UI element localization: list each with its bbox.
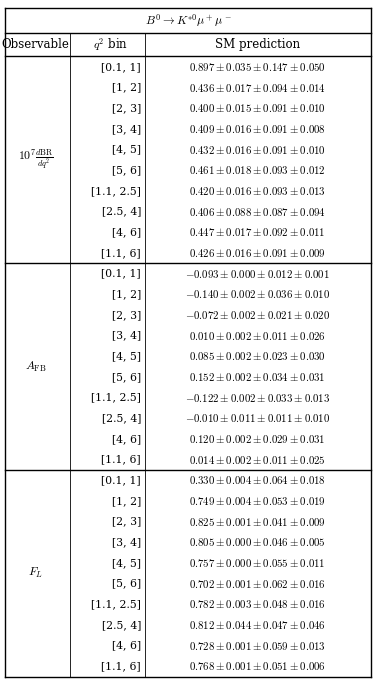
Text: $0.757 \pm 0.000 \pm 0.055 \pm 0.011$: $0.757 \pm 0.000 \pm 0.055 \pm 0.011$	[190, 557, 326, 569]
Text: [4, 5]: [4, 5]	[112, 351, 141, 361]
Text: [4, 5]: [4, 5]	[112, 145, 141, 154]
Text: $0.010 \pm 0.002 \pm 0.011 \pm 0.026$: $0.010 \pm 0.002 \pm 0.011 \pm 0.026$	[189, 329, 326, 342]
Text: [4, 6]: [4, 6]	[112, 641, 141, 650]
Text: $0.014 \pm 0.002 \pm 0.011 \pm 0.025$: $0.014 \pm 0.002 \pm 0.011 \pm 0.025$	[189, 453, 326, 466]
Text: [2.5, 4]: [2.5, 4]	[102, 413, 141, 423]
Text: $0.426 \pm 0.016 \pm 0.091 \pm 0.009$: $0.426 \pm 0.016 \pm 0.091 \pm 0.009$	[189, 247, 326, 259]
Text: [0.1, 1]: [0.1, 1]	[102, 62, 141, 72]
Text: [4, 6]: [4, 6]	[112, 434, 141, 444]
Text: $0.432 \pm 0.016 \pm 0.091 \pm 0.010$: $0.432 \pm 0.016 \pm 0.091 \pm 0.010$	[189, 143, 326, 156]
Text: $0.152 \pm 0.002 \pm 0.034 \pm 0.031$: $0.152 \pm 0.002 \pm 0.034 \pm 0.031$	[190, 371, 326, 383]
Text: $q^2$ bin: $q^2$ bin	[93, 37, 129, 53]
Text: $-0.140 \pm 0.002 \pm 0.036 \pm 0.010$: $-0.140 \pm 0.002 \pm 0.036 \pm 0.010$	[185, 288, 330, 300]
Text: $0.812 \pm 0.044 \pm 0.047 \pm 0.046$: $0.812 \pm 0.044 \pm 0.047 \pm 0.046$	[189, 619, 326, 631]
Text: [1.1, 2.5]: [1.1, 2.5]	[91, 599, 141, 609]
Text: $A_{\mathrm{FB}}$: $A_{\mathrm{FB}}$	[25, 360, 47, 373]
Text: $0.825 \pm 0.001 \pm 0.041 \pm 0.009$: $0.825 \pm 0.001 \pm 0.041 \pm 0.009$	[189, 515, 326, 528]
Text: $-0.122 \pm 0.002 \pm 0.033 \pm 0.013$: $-0.122 \pm 0.002 \pm 0.033 \pm 0.013$	[185, 391, 330, 404]
Text: $0.728 \pm 0.001 \pm 0.059 \pm 0.013$: $0.728 \pm 0.001 \pm 0.059 \pm 0.013$	[189, 639, 326, 652]
Text: $0.782 \pm 0.003 \pm 0.048 \pm 0.016$: $0.782 \pm 0.003 \pm 0.048 \pm 0.016$	[189, 598, 326, 610]
Text: $0.409 \pm 0.016 \pm 0.091 \pm 0.008$: $0.409 \pm 0.016 \pm 0.091 \pm 0.008$	[189, 123, 326, 135]
Text: [1, 2]: [1, 2]	[112, 496, 141, 506]
Text: [5, 6]: [5, 6]	[112, 165, 141, 175]
Text: [0.1, 1]: [0.1, 1]	[102, 269, 141, 278]
Text: $0.406 \pm 0.088 \pm 0.087 \pm 0.094$: $0.406 \pm 0.088 \pm 0.087 \pm 0.094$	[189, 205, 326, 218]
Text: [2.5, 4]: [2.5, 4]	[102, 620, 141, 630]
Text: [1.1, 6]: [1.1, 6]	[102, 455, 141, 464]
Text: [1.1, 6]: [1.1, 6]	[102, 661, 141, 671]
Text: $0.420 \pm 0.016 \pm 0.093 \pm 0.013$: $0.420 \pm 0.016 \pm 0.093 \pm 0.013$	[189, 185, 326, 197]
Text: $0.461 \pm 0.018 \pm 0.093 \pm 0.012$: $0.461 \pm 0.018 \pm 0.093 \pm 0.012$	[189, 164, 326, 176]
Text: Observable: Observable	[2, 39, 70, 51]
Text: [2, 3]: [2, 3]	[112, 517, 141, 526]
Text: $B^0 \to K^{*0}\mu^+\mu^-$: $B^0 \to K^{*0}\mu^+\mu^-$	[145, 12, 231, 29]
Text: $0.120 \pm 0.002 \pm 0.029 \pm 0.031$: $0.120 \pm 0.002 \pm 0.029 \pm 0.031$	[190, 433, 326, 445]
Text: [5, 6]: [5, 6]	[112, 372, 141, 382]
Text: [5, 6]: [5, 6]	[112, 579, 141, 588]
Text: $10^7 \frac{d\mathrm{BR}}{dq^2}$: $10^7 \frac{d\mathrm{BR}}{dq^2}$	[18, 147, 53, 172]
Text: [2.5, 4]: [2.5, 4]	[102, 207, 141, 216]
Text: $-0.093 \pm 0.000 \pm 0.012 \pm 0.001$: $-0.093 \pm 0.000 \pm 0.012 \pm 0.001$	[185, 267, 330, 280]
Text: SM prediction: SM prediction	[215, 39, 300, 51]
Text: $0.436 \pm 0.017 \pm 0.094 \pm 0.014$: $0.436 \pm 0.017 \pm 0.094 \pm 0.014$	[189, 81, 326, 94]
Text: [4, 6]: [4, 6]	[112, 227, 141, 237]
Text: $0.702 \pm 0.001 \pm 0.062 \pm 0.016$: $0.702 \pm 0.001 \pm 0.062 \pm 0.016$	[189, 577, 326, 590]
Text: $-0.072 \pm 0.002 \pm 0.021 \pm 0.020$: $-0.072 \pm 0.002 \pm 0.021 \pm 0.020$	[185, 309, 330, 321]
Text: [3, 4]: [3, 4]	[112, 331, 141, 340]
Text: [1, 2]: [1, 2]	[112, 83, 141, 92]
Text: $0.330 \pm 0.004 \pm 0.064 \pm 0.018$: $0.330 \pm 0.004 \pm 0.064 \pm 0.018$	[189, 474, 326, 486]
Text: $F_L$: $F_L$	[28, 566, 43, 580]
Text: [2, 3]: [2, 3]	[112, 103, 141, 113]
Text: [1, 2]: [1, 2]	[112, 289, 141, 299]
Text: $0.400 \pm 0.015 \pm 0.091 \pm 0.010$: $0.400 \pm 0.015 \pm 0.091 \pm 0.010$	[189, 102, 326, 114]
Text: $0.768 \pm 0.001 \pm 0.051 \pm 0.006$: $0.768 \pm 0.001 \pm 0.051 \pm 0.006$	[189, 660, 326, 672]
Text: [0.1, 1]: [0.1, 1]	[102, 475, 141, 485]
Text: $-0.010 \pm 0.011 \pm 0.011 \pm 0.010$: $-0.010 \pm 0.011 \pm 0.011 \pm 0.010$	[185, 412, 330, 424]
Text: $0.897 \pm 0.035 \pm 0.147 \pm 0.050$: $0.897 \pm 0.035 \pm 0.147 \pm 0.050$	[189, 61, 326, 73]
Text: [1.1, 6]: [1.1, 6]	[102, 248, 141, 258]
Text: $0.447 \pm 0.017 \pm 0.092 \pm 0.011$: $0.447 \pm 0.017 \pm 0.092 \pm 0.011$	[190, 226, 326, 238]
Text: [4, 5]: [4, 5]	[112, 558, 141, 568]
Text: [1.1, 2.5]: [1.1, 2.5]	[91, 393, 141, 402]
Text: [1.1, 2.5]: [1.1, 2.5]	[91, 186, 141, 196]
Text: [3, 4]: [3, 4]	[112, 124, 141, 134]
Text: [3, 4]: [3, 4]	[112, 537, 141, 547]
Text: $0.085 \pm 0.002 \pm 0.023 \pm 0.030$: $0.085 \pm 0.002 \pm 0.023 \pm 0.030$	[189, 350, 326, 362]
Text: [2, 3]: [2, 3]	[112, 310, 141, 320]
Text: $0.749 \pm 0.004 \pm 0.053 \pm 0.019$: $0.749 \pm 0.004 \pm 0.053 \pm 0.019$	[189, 495, 326, 507]
Text: $0.805 \pm 0.000 \pm 0.046 \pm 0.005$: $0.805 \pm 0.000 \pm 0.046 \pm 0.005$	[189, 536, 326, 548]
